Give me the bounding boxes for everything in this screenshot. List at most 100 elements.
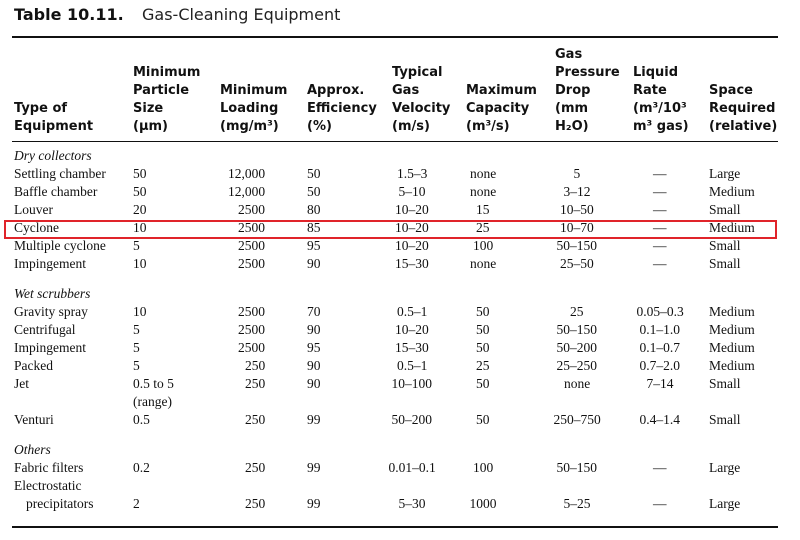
column-header: m³ gas) xyxy=(633,119,689,134)
cell: 5 xyxy=(133,358,140,373)
cell: 50 xyxy=(133,166,147,181)
top-rule xyxy=(12,36,778,38)
column-header: Gas xyxy=(555,47,583,62)
cell: 85 xyxy=(307,220,321,235)
section-title: Dry collectors xyxy=(14,148,92,163)
cell: 50 xyxy=(476,304,490,319)
cell: — xyxy=(653,238,667,253)
column-header: Minimum xyxy=(220,83,288,98)
cell: 5 xyxy=(133,322,140,337)
row-label: Fabric filters xyxy=(14,460,84,475)
cell: 2500 xyxy=(238,322,265,337)
cell: 250 xyxy=(245,460,266,475)
cell: 10–50 xyxy=(560,202,594,217)
column-header: Type of xyxy=(14,101,68,116)
cell: 5–10 xyxy=(398,184,426,199)
cell: Large xyxy=(709,496,741,511)
cell: 2500 xyxy=(238,304,265,319)
cell: 5 xyxy=(133,340,140,355)
column-header: (m³/s) xyxy=(466,119,510,134)
row-label: Centrifugal xyxy=(14,322,76,337)
cell: — xyxy=(653,496,667,511)
cell: 100 xyxy=(473,460,494,475)
cell: 50 xyxy=(133,184,147,199)
cell: 90 xyxy=(307,358,321,373)
cell: 100 xyxy=(473,238,494,253)
cell: Large xyxy=(709,166,741,181)
column-header: Required xyxy=(709,101,776,116)
cell: 95 xyxy=(307,340,321,355)
cell: 12,000 xyxy=(228,184,266,199)
row-label: precipitators xyxy=(26,496,94,511)
cell: — xyxy=(653,184,667,199)
row-label: Cyclone xyxy=(14,220,59,235)
cell: Small xyxy=(709,256,741,271)
cell: 50–150 xyxy=(556,460,598,475)
column-header: (%) xyxy=(307,119,332,134)
column-header: (mm xyxy=(555,101,589,116)
section-title: Others xyxy=(14,442,51,457)
row-label: Impingement xyxy=(14,256,86,271)
cell: 95 xyxy=(307,238,321,253)
cell: 0.5–1 xyxy=(397,358,428,373)
cell: Medium xyxy=(709,322,755,337)
cell: 50 xyxy=(476,340,490,355)
cell: none xyxy=(564,376,591,391)
cell: 90 xyxy=(307,256,321,271)
cell: 0.5 xyxy=(133,412,150,427)
column-header: Minimum xyxy=(133,65,201,80)
table-title: Gas-Cleaning Equipment xyxy=(142,5,341,24)
cell: 50–200 xyxy=(391,412,433,427)
cell: 250–750 xyxy=(553,412,601,427)
cell: 0.1–0.7 xyxy=(639,340,681,355)
row-label: Jet xyxy=(14,376,29,391)
column-header: H₂O) xyxy=(555,119,589,134)
cell: — xyxy=(653,202,667,217)
column-header: Approx. xyxy=(307,83,365,98)
column-header: (mg/m³) xyxy=(220,119,279,134)
cell: 50 xyxy=(476,376,490,391)
cell: 50–150 xyxy=(556,238,598,253)
cell: (range) xyxy=(133,394,172,409)
cell: — xyxy=(653,166,667,181)
cell: 10–20 xyxy=(395,322,429,337)
cell: 10–70 xyxy=(560,220,594,235)
cell: 2500 xyxy=(238,220,265,235)
row-label: Venturi xyxy=(14,412,54,427)
cell: Medium xyxy=(709,340,755,355)
cell: 50–200 xyxy=(556,340,598,355)
cell: 5 xyxy=(573,166,581,181)
cell: 0.1–1.0 xyxy=(639,322,681,337)
column-header: (relative) xyxy=(709,119,778,134)
cell: 25–250 xyxy=(556,358,598,373)
column-header: (μm) xyxy=(133,119,168,134)
cell: 10 xyxy=(133,220,147,235)
column-header: Space xyxy=(709,83,753,98)
cell: 0.5 to 5 xyxy=(133,376,174,391)
cell: 99 xyxy=(307,460,321,475)
row-label: Electrostatic xyxy=(14,478,82,493)
cell: Medium xyxy=(709,304,755,319)
row-highlight xyxy=(4,220,777,239)
row-label: Multiple cyclone xyxy=(14,238,106,253)
cell: 7–14 xyxy=(646,376,674,391)
cell: 2500 xyxy=(238,238,265,253)
cell: none xyxy=(470,184,497,199)
cell: Medium xyxy=(709,220,755,235)
cell: 15 xyxy=(476,202,490,217)
cell: 25 xyxy=(476,220,490,235)
cell: 50 xyxy=(476,412,490,427)
cell: 250 xyxy=(245,358,266,373)
cell: 2500 xyxy=(238,256,265,271)
column-header: Loading xyxy=(220,101,279,116)
cell: — xyxy=(653,220,667,235)
cell: 99 xyxy=(307,412,321,427)
cell: 0.7–2.0 xyxy=(639,358,681,373)
column-header: Typical xyxy=(392,65,443,80)
column-header: Maximum xyxy=(466,83,537,98)
column-header: Drop xyxy=(555,83,591,98)
column-header: Rate xyxy=(633,83,667,98)
cell: 5–25 xyxy=(563,496,591,511)
cell: 25 xyxy=(570,304,584,319)
cell: 90 xyxy=(307,322,321,337)
